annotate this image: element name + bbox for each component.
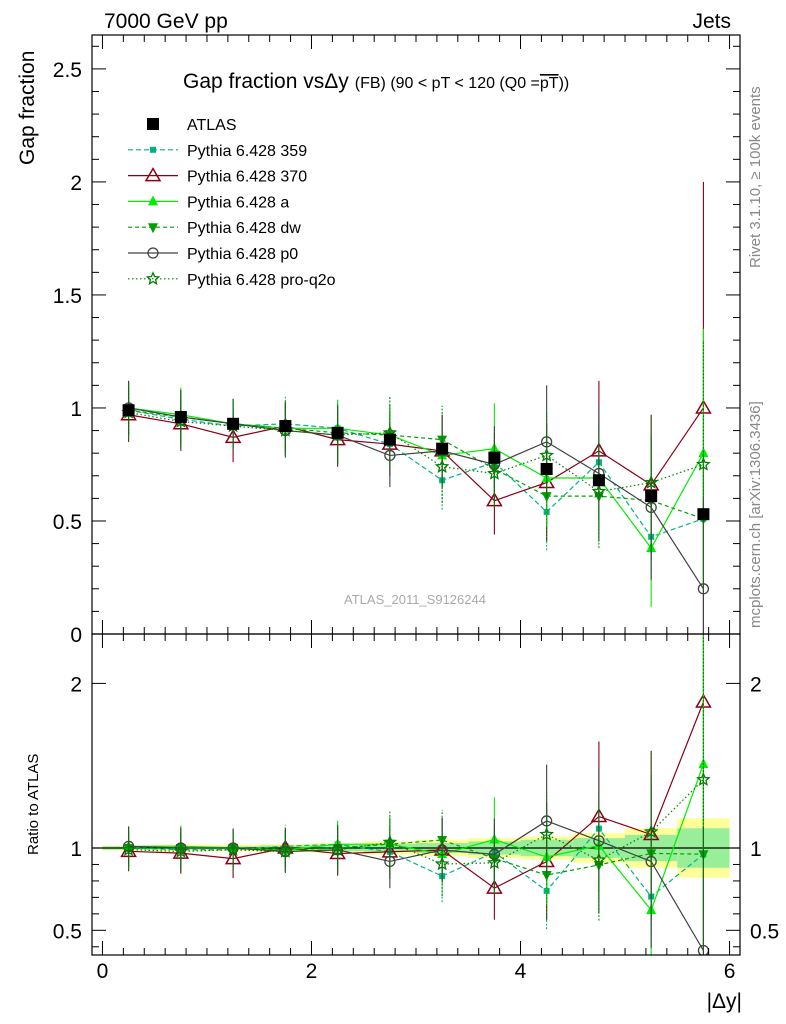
- plot-title-main: Gap fraction vsΔy: [183, 70, 349, 93]
- series-6-ratio-point: [539, 826, 555, 841]
- legend-series-1-marker: [150, 146, 156, 153]
- legend-series-6-label: Pythia 6.428 pro-q2o: [187, 272, 336, 289]
- axis-ticks: 0 2 4 6 0 0.5 1 1.5 2 2.5 0.5 0.5 1 1 2 2: [53, 35, 779, 983]
- plot-title-close: )): [559, 75, 570, 92]
- plot-title-detail: (FB) (90 < pT < 120 (Q0 =: [355, 75, 540, 92]
- series-6-point: [539, 447, 555, 462]
- series-6-point: [434, 459, 450, 474]
- plot-title: Gap fraction vsΔy (FB) (90 < pT < 120 (Q0…: [183, 70, 569, 93]
- series-6-point: [696, 456, 711, 471]
- series-6-point: [591, 483, 607, 498]
- x-tick-label: 0: [97, 960, 109, 983]
- series-1-line: [128, 409, 704, 538]
- series-5-ratio-line: [128, 820, 704, 951]
- atlas-data-point: [331, 426, 344, 439]
- atlas-data-point: [592, 474, 605, 487]
- y-tick-label-main: 2: [70, 172, 82, 195]
- series-2-ratio-line: [128, 701, 704, 889]
- legend-series-4-label: Pythia 6.428 dw: [187, 220, 301, 237]
- series-layer: [120, 181, 712, 955]
- series-6-ratio-point: [696, 772, 711, 786]
- legend: ATLAS Pythia 6.428 359 Pythia 6.428 370 Pyt…: [128, 117, 336, 289]
- series-6-ratio-point: [277, 843, 293, 858]
- series-6-ratio-point: [225, 842, 241, 856]
- series-4-ratio-line: [128, 839, 704, 876]
- legend-series-4-marker: [148, 223, 158, 234]
- series-6-ratio-point: [643, 824, 659, 839]
- y-tick-label-ratio-right: 2: [750, 673, 762, 696]
- legend-series-3-label: Pythia 6.428 a: [187, 194, 289, 211]
- atlas-data-point: [436, 442, 449, 455]
- series-6-ratio-point: [434, 856, 450, 871]
- legend-atlas-marker: [147, 118, 159, 130]
- legend-series-2-label: Pythia 6.428 370: [187, 169, 307, 186]
- x-tick-label: 2: [306, 960, 318, 983]
- series-5-point: [645, 501, 657, 514]
- legend-series-2-marker: [144, 167, 162, 182]
- y-tick-label-main: 1.5: [53, 285, 82, 308]
- y-tick-label-main: 0.5: [53, 511, 82, 534]
- mcplots-reference-text: mcplots.cern.ch [arXiv:1306.3436]: [747, 401, 764, 628]
- series-5-line: [128, 407, 704, 590]
- y-tick-label-ratio-right: 1: [750, 838, 762, 861]
- atlas-data-point: [174, 411, 187, 424]
- legend-series-6-marker: [145, 271, 161, 286]
- x-tick-label: 4: [515, 960, 527, 983]
- y-tick-label-ratio-left: 1: [70, 838, 82, 861]
- legend-series-5-marker: [147, 247, 159, 259]
- y-axis-title-ratio: Ratio to ATLAS: [25, 754, 42, 855]
- plot-title-overline: pT: [540, 75, 559, 92]
- x-tick-label: 6: [724, 960, 736, 983]
- analysis-watermark: ATLAS_2011_S9126244: [344, 592, 486, 607]
- atlas-data-point: [697, 508, 710, 521]
- legend-series-3-marker: [148, 195, 158, 206]
- header-collision: 7000 GeV pp: [104, 10, 228, 33]
- series-6-line: [128, 411, 704, 493]
- y-tick-label-main: 2.5: [53, 59, 82, 82]
- rivet-version-text: Rivet 3.1.10, ≥ 100k events: [747, 86, 764, 268]
- y-tick-label-main: 1: [70, 398, 82, 421]
- atlas-data-point: [645, 490, 658, 503]
- atlas-data-point: [383, 433, 396, 446]
- series-2-line: [128, 407, 704, 502]
- ratio-panel-frame: [91, 633, 741, 956]
- y-tick-label-ratio-left: 0.5: [53, 920, 82, 943]
- atlas-data-point: [488, 451, 501, 464]
- series-5-ratio-point: [384, 855, 396, 868]
- legend-atlas-label: ATLAS: [187, 117, 237, 134]
- legend-series-5-label: Pythia 6.428 p0: [187, 246, 298, 263]
- ratio-panel-series: [120, 634, 712, 955]
- y-tick-label-ratio-left: 2: [70, 673, 82, 696]
- atlas-data-point: [122, 404, 135, 417]
- series-6-ratio-point: [382, 834, 398, 849]
- series-6-point: [487, 465, 502, 480]
- series-6-ratio-point: [121, 842, 136, 856]
- legend-series-1-label: Pythia 6.428 359: [187, 143, 307, 160]
- atlas-data-point: [540, 462, 553, 475]
- atlas-data-point: [279, 420, 292, 433]
- series-6-point: [643, 474, 659, 489]
- series-1-ratio-line: [128, 827, 704, 898]
- series-6-ratio-point: [173, 843, 189, 858]
- series-6-ratio-point: [591, 852, 607, 867]
- main-panel-series: [120, 181, 712, 634]
- header-process: Jets: [692, 10, 731, 33]
- series-6-ratio-point: [330, 842, 345, 857]
- atlas-data-point: [227, 417, 240, 430]
- y-tick-label-ratio-right: 0.5: [750, 920, 779, 943]
- series-6-ratio-point: [487, 855, 502, 869]
- series-5-ratio-point: [436, 844, 448, 856]
- series-3-line: [128, 407, 704, 550]
- y-tick-label-main: 0: [70, 624, 82, 647]
- x-axis-title: |Δy|: [707, 990, 742, 1013]
- series-5-point: [540, 436, 553, 448]
- series-4-line: [128, 409, 704, 520]
- y-axis-title-main: Gap fraction: [16, 51, 39, 165]
